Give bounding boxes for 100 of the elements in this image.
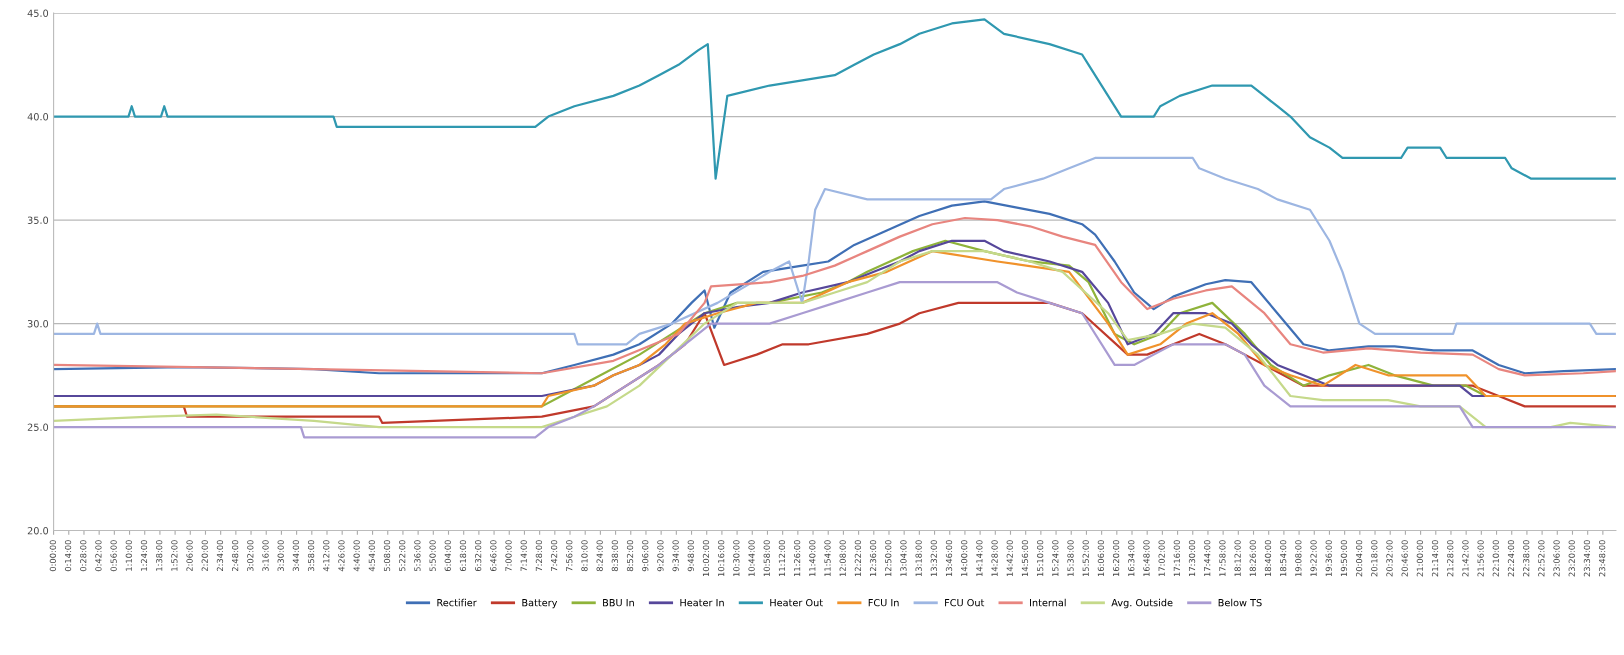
x-tick-label: 0:56:00 (110, 540, 117, 572)
x-tick-label: 18:54:00 (1280, 540, 1287, 577)
x-tick-label: 2:06:00 (186, 540, 193, 572)
x-tick-label: 19:36:00 (1325, 540, 1332, 577)
x-tick-label: 20:04:00 (1355, 540, 1363, 577)
x-tick-label: 9:06:00 (642, 540, 649, 572)
x-tick-label: 1:24:00 (140, 540, 148, 571)
x-tick-label: 17:44:00 (1204, 540, 1211, 577)
x-tick-label: 10:02:00 (702, 540, 710, 577)
x-tick-label: 1:10:00 (125, 540, 132, 571)
x-tick-label: 16:20:00 (1112, 540, 1120, 577)
x-tick-label: 1:38:00 (156, 540, 163, 571)
x-tick-label: 6:18:00 (459, 540, 467, 572)
x-tick-label: 22:24:00 (1507, 540, 1515, 577)
x-tick-label: 19:22:00 (1310, 540, 1317, 577)
x-tick-label: 2:20:00 (201, 540, 208, 572)
x-tick-label: 10:16:00 (718, 540, 725, 577)
x-tick-label: 11:54:00 (824, 540, 831, 577)
x-tick-label: 16:06:00 (1097, 540, 1105, 577)
x-tick-label: 23:48:00 (1598, 540, 1606, 577)
x-tick-label: 18:26:00 (1249, 540, 1256, 577)
x-tick-label: 4:54:00 (368, 540, 375, 572)
x-tick-label: 17:58:00 (1219, 540, 1226, 577)
line-series (53, 281, 1616, 439)
x-tick-label: 21:28:00 (1447, 540, 1454, 577)
x-tick-label: 17:30:00 (1188, 540, 1196, 577)
line-series (53, 156, 1616, 346)
legend-label: Avg. Outside (1111, 598, 1173, 609)
x-tick-label: 12:08:00 (839, 540, 846, 577)
x-tick-label: 20:32:00 (1386, 540, 1393, 577)
x-tick-label: 22:52:00 (1538, 540, 1545, 577)
x-tick-label: 22:38:00 (1523, 540, 1530, 577)
legend-label: BBU In (603, 599, 634, 607)
x-tick-label: 20:18:00 (1371, 540, 1378, 577)
x-tick-label: 10:58:00 (763, 540, 770, 577)
x-tick-label: 12:22:00 (854, 540, 862, 577)
x-tick-label: 6:32:00 (474, 540, 482, 572)
x-tick-label: 16:34:00 (1128, 540, 1135, 577)
x-tick-label: 1:52:00 (171, 540, 178, 571)
x-tick-label: 9:48:00 (687, 540, 694, 572)
x-tick-label: 14:56:00 (1021, 540, 1029, 577)
x-tick-label: 3:58:00 (307, 540, 315, 572)
x-tick-label: 7:28:00 (535, 540, 543, 572)
legend-label: FCU Out (945, 598, 985, 607)
x-tick-label: 5:22:00 (399, 540, 406, 572)
y-tick-label: 45.0 (27, 9, 49, 17)
x-tick-label: 21:56:00 (1477, 540, 1484, 577)
line-series (53, 18, 1616, 180)
x-tick-label: 23:34:00 (1583, 540, 1591, 577)
x-tick-label: 7:56:00 (566, 540, 573, 572)
x-tick-label: 13:46:00 (945, 540, 953, 577)
x-tick-label: 18:40:00 (1264, 540, 1272, 577)
legend-label: Heater In (680, 599, 724, 607)
x-tick-label: 13:32:00 (930, 540, 937, 577)
y-tick-label: 25.0 (27, 423, 49, 431)
x-tick-label: 10:30:00 (733, 540, 740, 577)
x-tick-label: 7:42:00 (550, 540, 558, 572)
x-tick-label: 7:00:00 (505, 540, 512, 572)
legend-label: Heater Out (770, 598, 823, 607)
legend-label: Internal (1030, 598, 1066, 607)
x-tick-label: 19:08:00 (1295, 540, 1302, 577)
x-tick-label: 8:38:00 (611, 540, 618, 572)
x-tick-label: 12:50:00 (885, 540, 892, 577)
x-tick-label: 13:04:00 (900, 540, 907, 577)
x-tick-label: 17:02:00 (1158, 540, 1165, 577)
x-tick-label: 3:16:00 (262, 540, 269, 572)
x-tick-label: 3:30:00 (277, 540, 284, 572)
x-tick-label: 2:34:00 (216, 540, 224, 572)
legend-label: Below TS (1218, 598, 1262, 607)
x-tick-label: 14:14:00 (976, 540, 983, 577)
x-tick-label: 22:10:00 (1492, 540, 1499, 577)
x-tick-label: 8:52:00 (626, 540, 634, 572)
y-tick-label: 30.0 (27, 320, 49, 328)
x-tick-label: 12:36:00 (869, 540, 877, 577)
legend-label: Rectifier (437, 598, 477, 607)
x-tick-label: 15:38:00 (1067, 540, 1074, 577)
x-tick-label: 10:44:00 (748, 540, 755, 577)
x-tick-label: 6:04:00 (444, 540, 451, 572)
x-tick-label: 21:14:00 (1431, 540, 1439, 577)
x-tick-label: 23:20:00 (1568, 540, 1575, 577)
legend-label: Battery (522, 599, 558, 609)
x-tick-label: 11:12:00 (778, 540, 786, 577)
x-tick-label: 15:52:00 (1082, 540, 1089, 577)
x-tick-label: 14:28:00 (991, 540, 998, 577)
x-tick-label: 0:14:00 (64, 540, 72, 572)
x-tick-label: 13:18:00 (915, 540, 922, 577)
x-tick-label: 9:20:00 (657, 540, 664, 572)
y-tick-label: 40.0 (27, 113, 49, 121)
x-tick-label: 23:06:00 (1553, 540, 1560, 577)
x-tick-label: 21:42:00 (1462, 540, 1469, 577)
x-tick-label: 20:46:00 (1401, 540, 1408, 577)
x-tick-label: 15:10:00 (1036, 540, 1044, 577)
x-tick-label: 8:24:00 (596, 540, 603, 572)
x-tick-label: 4:12:00 (323, 540, 330, 572)
x-tick-label: 5:50:00 (429, 540, 436, 572)
x-tick-label: 11:40:00 (809, 540, 816, 577)
x-tick-label: 15:24:00 (1052, 540, 1059, 577)
x-tick-label: 5:08:00 (383, 540, 391, 572)
x-tick-label: 14:42:00 (1006, 540, 1013, 577)
x-tick-label: 3:44:00 (292, 540, 300, 572)
